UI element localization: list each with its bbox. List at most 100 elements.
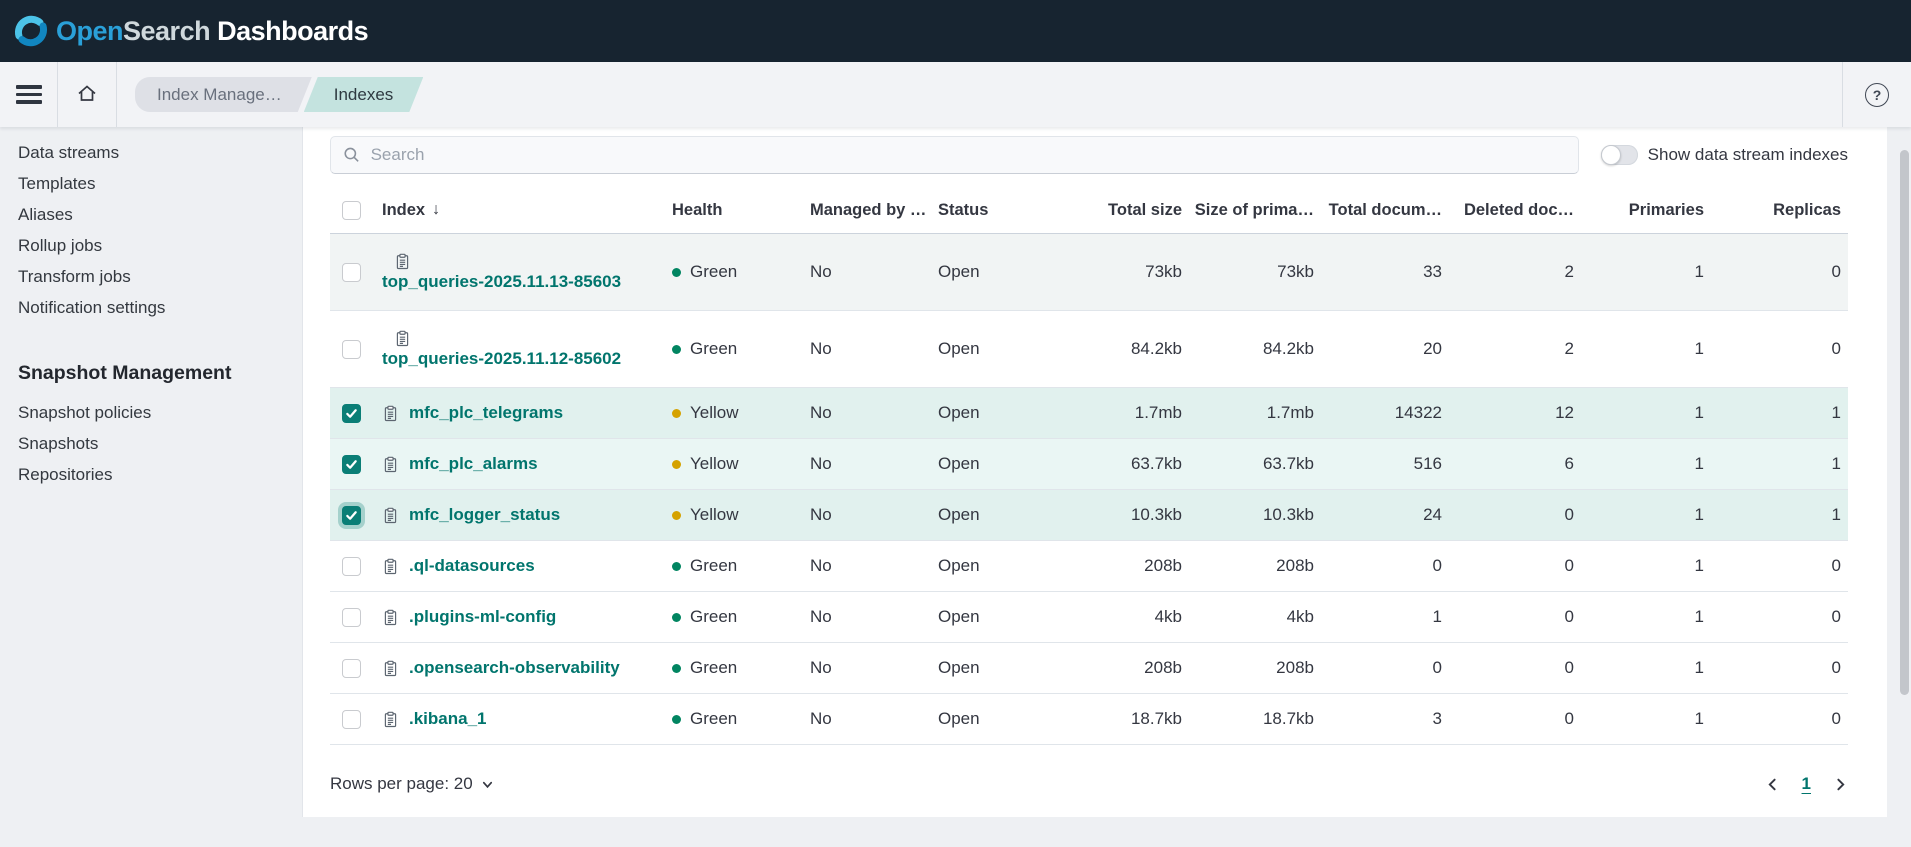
table-row[interactable]: .plugins-ml-config Green No Open 4kb 4kb… <box>330 592 1848 643</box>
status-cell: Open <box>938 658 980 677</box>
table-row[interactable]: .kibana_1 Green No Open 18.7kb 18.7kb 3 … <box>330 694 1848 745</box>
row-checkbox[interactable] <box>342 658 361 678</box>
column-header-managed-by[interactable]: Managed by … <box>810 200 927 219</box>
previous-page-button[interactable] <box>1765 777 1780 792</box>
column-header-index[interactable]: Index ↓ <box>382 200 441 219</box>
row-checkbox[interactable] <box>342 556 361 576</box>
index-link[interactable]: .plugins-ml-config <box>409 607 557 626</box>
breadcrumb-index-management[interactable]: Index Manage… <box>135 77 312 112</box>
sidebar-item-notification-settings[interactable]: Notification settings <box>18 298 166 317</box>
total-size-cell: 208b <box>1144 658 1182 677</box>
sidebar-item-repositories[interactable]: Repositories <box>18 465 113 484</box>
table-row[interactable]: top_queries-2025.11.12-85602 Green No Op… <box>330 311 1848 388</box>
replicas-cell: 1 <box>1831 454 1841 473</box>
copy-icon[interactable] <box>394 330 411 347</box>
primary-size-cell: 4kb <box>1286 607 1314 626</box>
column-header-health[interactable]: Health <box>672 200 723 219</box>
copy-icon[interactable] <box>382 507 399 524</box>
help-icon[interactable]: ? <box>1843 62 1911 127</box>
total-size-cell: 10.3kb <box>1130 505 1182 524</box>
table-row[interactable]: top_queries-2025.11.13-85603 Green No Op… <box>330 234 1848 311</box>
page-number-1[interactable]: 1 <box>1801 774 1811 793</box>
menu-icon[interactable] <box>0 62 57 127</box>
column-header-total-documents[interactable]: Total docum… <box>1328 200 1442 219</box>
column-header-deleted-documents[interactable]: Deleted doc… <box>1463 200 1574 219</box>
managed-by-cell: No <box>810 658 832 677</box>
replicas-cell: 1 <box>1831 403 1841 422</box>
row-checkbox[interactable] <box>342 339 361 359</box>
sidebar-item-rollup-jobs[interactable]: Rollup jobs <box>18 236 103 255</box>
column-header-primary-size[interactable]: Size of prima… <box>1194 200 1314 219</box>
managed-by-cell: No <box>810 262 832 281</box>
table-row[interactable]: mfc_plc_alarms Yellow No Open 63.7kb 63.… <box>330 439 1848 490</box>
table-row[interactable]: .ql-datasources Green No Open 208b 208b … <box>330 541 1848 592</box>
table-row[interactable]: mfc_plc_telegrams Yellow No Open 1.7mb 1… <box>330 388 1848 439</box>
row-checkbox[interactable] <box>342 709 361 729</box>
index-link[interactable]: top_queries-2025.11.12-85602 <box>382 348 622 368</box>
copy-icon[interactable] <box>382 711 399 728</box>
next-page-button[interactable] <box>1833 777 1848 792</box>
opensearch-logo-icon <box>15 15 47 47</box>
table-row[interactable]: mfc_logger_status Yellow No Open 10.3kb … <box>330 490 1848 541</box>
replicas-cell: 0 <box>1831 658 1841 677</box>
copy-icon[interactable] <box>394 253 411 270</box>
index-link[interactable]: mfc_plc_alarms <box>409 454 538 473</box>
sidebar-item-templates[interactable]: Templates <box>18 174 96 193</box>
sidebar: Data streams Templates Aliases Rollup jo… <box>0 127 302 847</box>
column-header-total-size[interactable]: Total size <box>1108 200 1182 219</box>
managed-by-cell: No <box>810 556 832 575</box>
column-header-primaries[interactable]: Primaries <box>1628 200 1704 219</box>
health-cell: Green <box>664 592 802 642</box>
index-link[interactable]: .kibana_1 <box>409 709 487 728</box>
primary-size-cell: 10.3kb <box>1262 505 1314 524</box>
health-cell: Green <box>664 311 802 387</box>
index-link[interactable]: mfc_logger_status <box>409 505 561 524</box>
primary-size-cell: 208b <box>1276 658 1314 677</box>
managed-by-cell: No <box>810 709 832 728</box>
sidebar-item-snapshots[interactable]: Snapshots <box>18 434 99 453</box>
sidebar-item-transform-jobs[interactable]: Transform jobs <box>18 267 131 286</box>
breadcrumb-indexes[interactable]: Indexes <box>304 77 424 112</box>
index-link[interactable]: top_queries-2025.11.13-85603 <box>382 271 622 291</box>
copy-icon[interactable] <box>382 456 399 473</box>
copy-icon[interactable] <box>382 660 399 677</box>
copy-icon[interactable] <box>382 405 399 422</box>
divider <box>57 62 58 127</box>
opensearch-logo[interactable]: OpenSearch Dashboards <box>14 14 369 48</box>
row-checkbox[interactable] <box>342 403 361 423</box>
row-checkbox[interactable] <box>342 505 361 525</box>
total-documents-cell: 516 <box>1413 454 1442 473</box>
search-input[interactable] <box>370 145 1566 165</box>
primaries-cell: 1 <box>1694 607 1704 626</box>
total-documents-cell: 14322 <box>1394 403 1442 422</box>
replicas-cell: 0 <box>1831 262 1841 281</box>
sidebar-item-data-streams[interactable]: Data streams <box>18 143 120 162</box>
managed-by-cell: No <box>810 403 832 422</box>
vertical-scrollbar[interactable] <box>1900 150 1909 695</box>
column-header-replicas[interactable]: Replicas <box>1773 200 1841 219</box>
primary-size-cell: 208b <box>1276 556 1314 575</box>
replicas-cell: 0 <box>1831 607 1841 626</box>
total-size-cell: 1.7mb <box>1134 403 1182 422</box>
rows-per-page-button[interactable]: Rows per page: 20 <box>330 774 494 794</box>
index-link[interactable]: .ql-datasources <box>409 556 535 575</box>
primary-size-cell: 73kb <box>1277 262 1314 281</box>
column-header-status[interactable]: Status <box>938 200 989 219</box>
show-data-stream-toggle[interactable] <box>1600 145 1638 165</box>
app-header: OpenSearch Dashboards <box>0 0 1911 62</box>
table-row[interactable]: .opensearch-observability Green No Open … <box>330 643 1848 694</box>
total-size-cell: 4kb <box>1154 607 1182 626</box>
sidebar-item-snapshot-policies[interactable]: Snapshot policies <box>18 403 152 422</box>
status-cell: Open <box>938 454 980 473</box>
index-link[interactable]: mfc_plc_telegrams <box>409 403 564 422</box>
home-icon[interactable] <box>58 62 116 127</box>
select-all-checkbox[interactable] <box>342 200 361 220</box>
chevron-down-icon <box>482 781 492 788</box>
row-checkbox[interactable] <box>342 607 361 627</box>
row-checkbox[interactable] <box>342 454 361 474</box>
sidebar-item-aliases[interactable]: Aliases <box>18 205 73 224</box>
row-checkbox[interactable] <box>342 262 361 282</box>
copy-icon[interactable] <box>382 609 399 626</box>
copy-icon[interactable] <box>382 558 399 575</box>
index-link[interactable]: .opensearch-observability <box>409 658 620 677</box>
